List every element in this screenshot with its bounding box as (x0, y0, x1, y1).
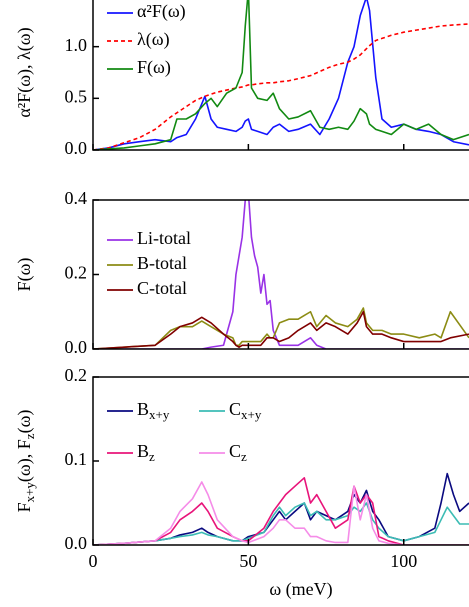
y-tick-label: 1.5 (65, 0, 88, 3)
legend-label: Cx+y (229, 399, 262, 422)
series-line (93, 307, 469, 349)
y-axis-label: F(ω) (14, 258, 35, 292)
series-line (93, 200, 469, 349)
legend-label: λ(ω) (137, 29, 170, 50)
y-tick-label: 1.0 (65, 35, 88, 55)
series-line (93, 0, 469, 150)
y-tick-label: 0.2 (65, 365, 88, 385)
y-axis-label: α²F(ω), λ(ω) (14, 27, 35, 117)
x-tick-label: 50 (239, 551, 257, 571)
y-tick-label: 0.1 (65, 449, 88, 469)
y-tick-label: 0.0 (65, 533, 88, 553)
legend-label: C-total (137, 278, 187, 298)
legend-label: F(ω) (137, 57, 171, 78)
legend-label: Li-total (137, 228, 191, 248)
series-line (93, 477, 469, 545)
x-tick-label: 100 (390, 551, 417, 571)
y-axis-label: Fx+y(ω), Fz(ω) (14, 410, 37, 513)
legend-label: Bz (137, 441, 155, 464)
plot-lines (93, 0, 469, 150)
series-line (93, 502, 469, 545)
series-line (93, 481, 469, 545)
axes-frame (92, 199, 469, 350)
legend-label: B-total (137, 253, 187, 273)
y-tick-label: 0.4 (65, 188, 88, 208)
x-axis-label: ω (meV) (269, 579, 332, 600)
series-line (93, 0, 469, 150)
axes-frame (92, 0, 469, 151)
y-tick-label: 0.5 (65, 86, 88, 106)
legend-label: Bx+y (137, 399, 170, 422)
y-tick-label: 0.0 (65, 138, 88, 158)
plot-lines (93, 472, 469, 545)
legend-label: Cz (229, 441, 247, 464)
y-tick-label: 0.2 (65, 263, 88, 283)
plot-lines (93, 200, 469, 349)
x-tick-label: 0 (89, 551, 98, 571)
series-line (93, 310, 469, 349)
y-tick-label: 0.0 (65, 337, 88, 357)
legend-label: α²F(ω) (137, 1, 186, 22)
series-line (93, 23, 469, 150)
